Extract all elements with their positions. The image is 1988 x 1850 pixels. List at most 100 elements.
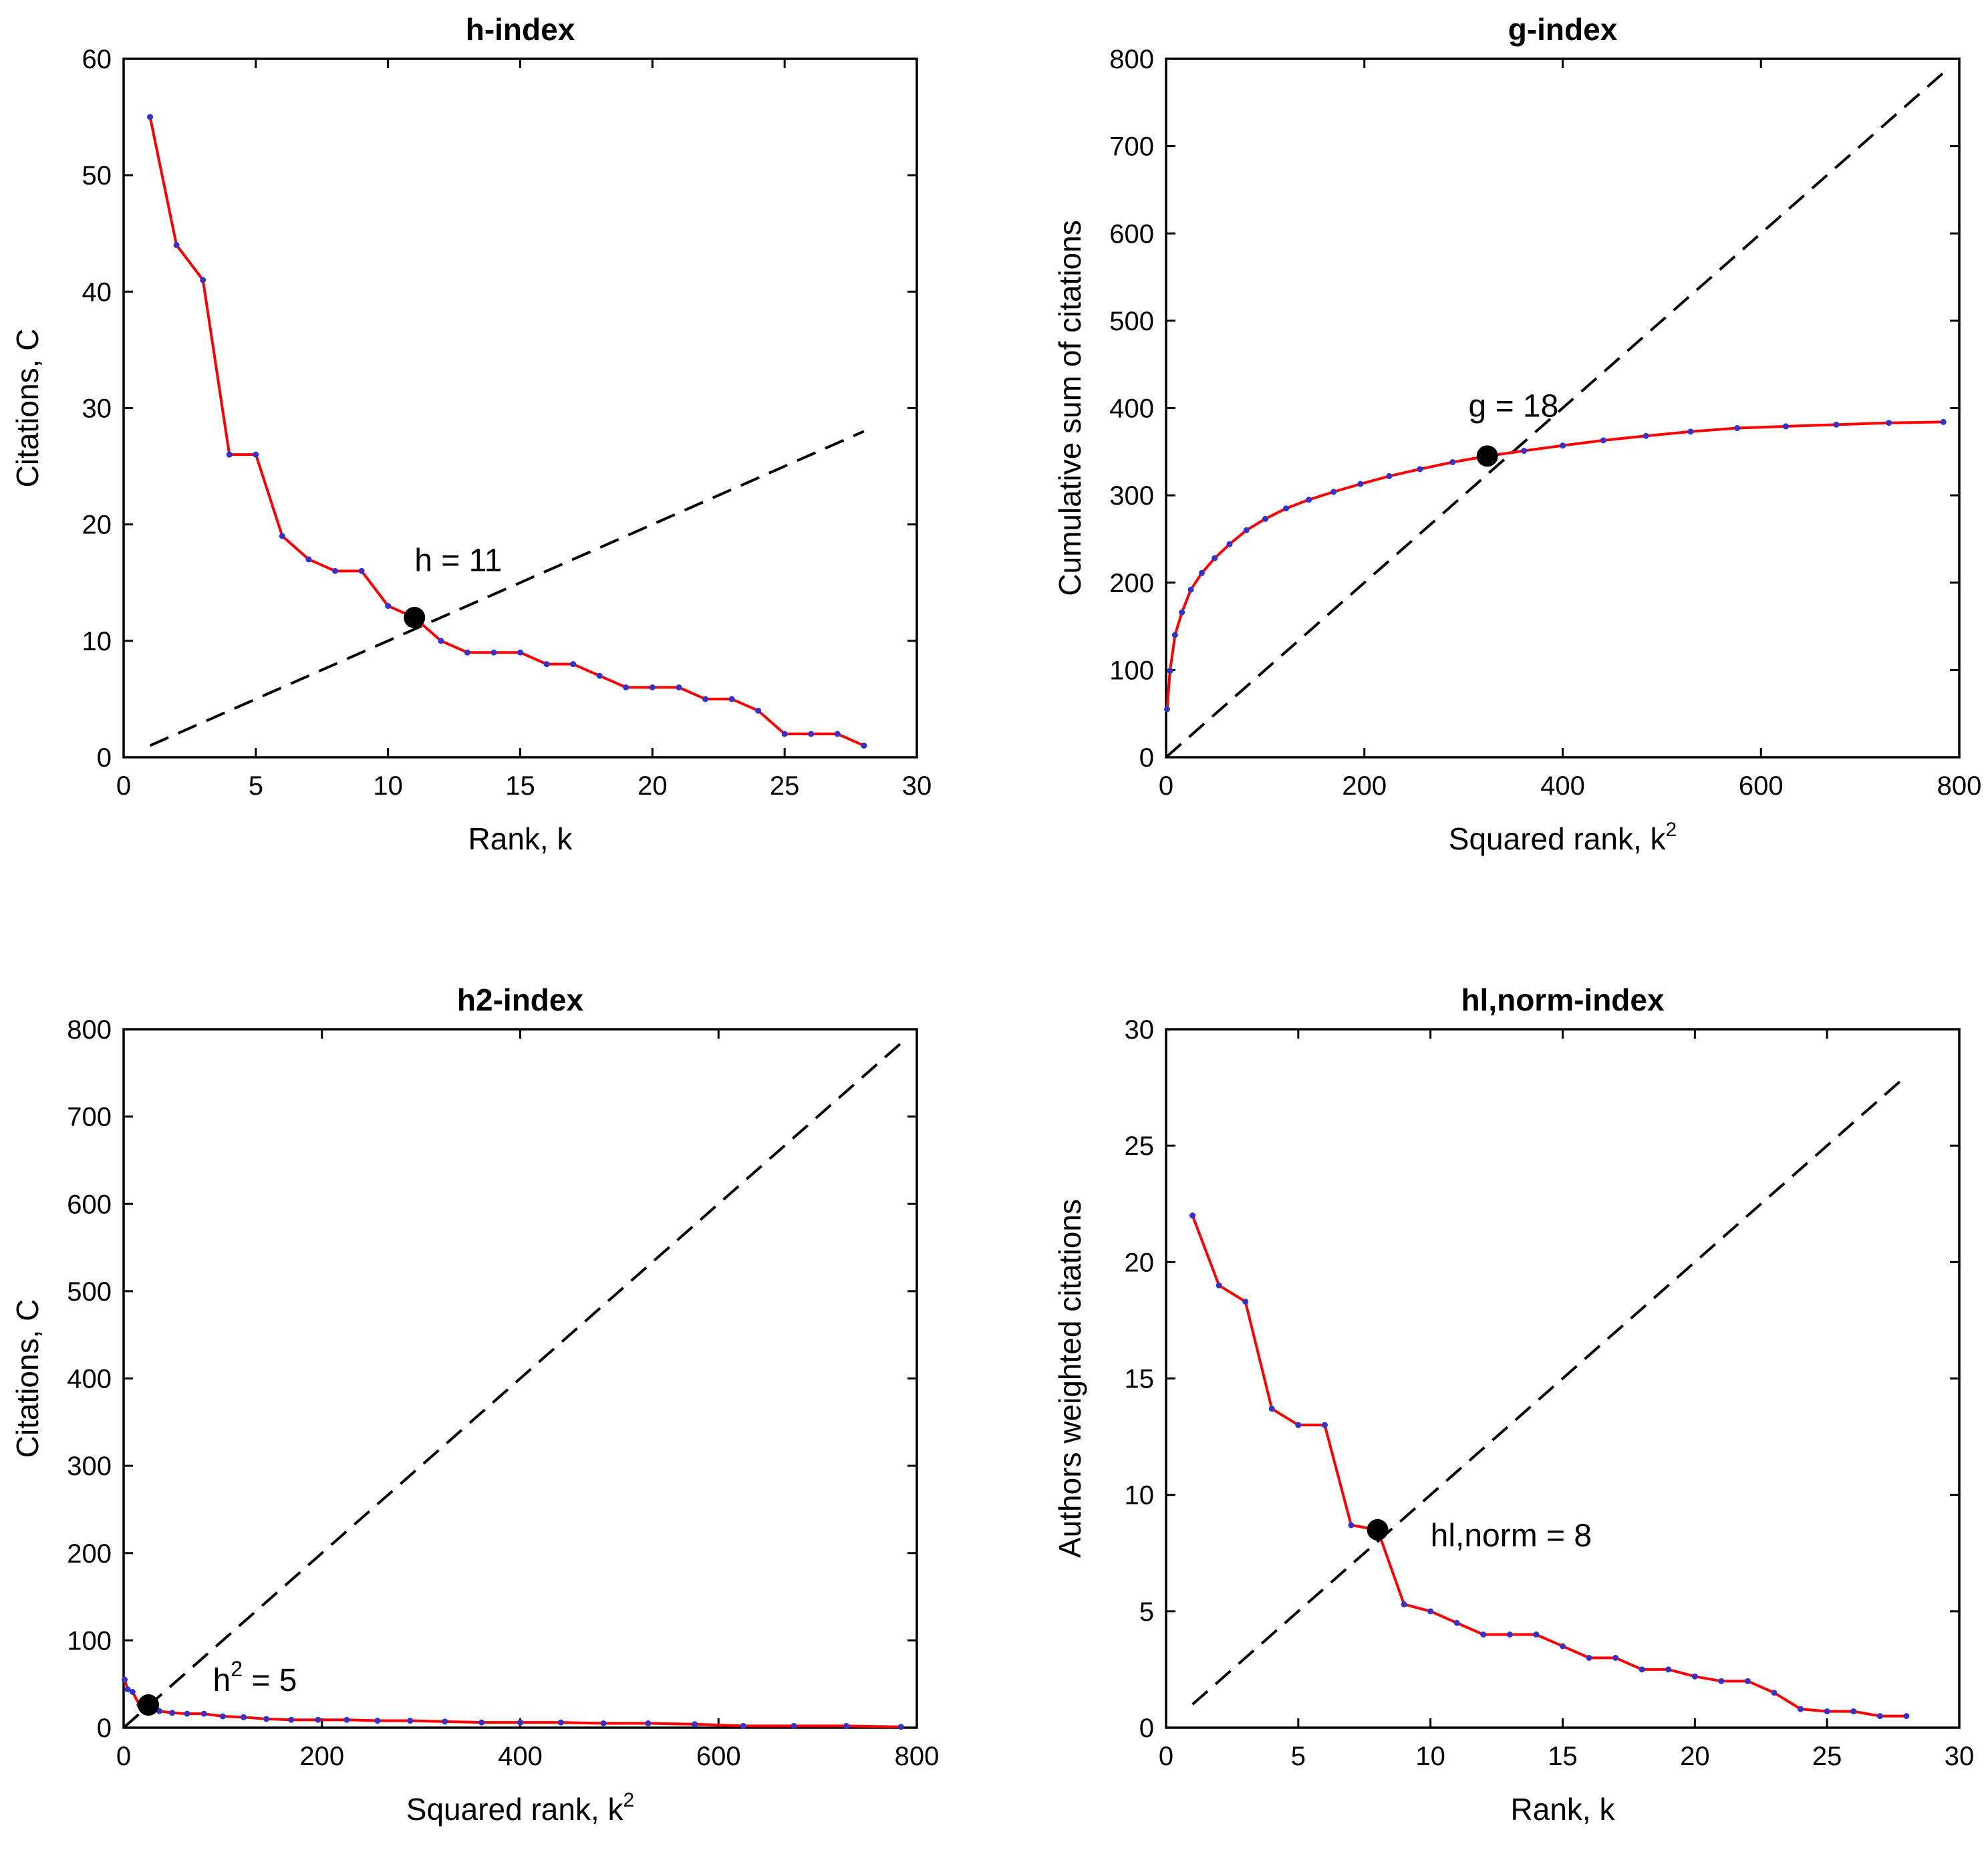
data-point xyxy=(600,1720,607,1726)
y-tick-label: 300 xyxy=(1109,481,1154,511)
x-axis-label-superscript: 2 xyxy=(1666,819,1677,841)
data-point xyxy=(1798,1706,1804,1712)
chart-title: g-index xyxy=(1508,12,1618,47)
data-point xyxy=(464,649,470,656)
y-tick-label: 600 xyxy=(1109,219,1154,249)
data-point xyxy=(1586,1655,1592,1661)
data-point xyxy=(1242,1299,1249,1305)
y-tick-label: 20 xyxy=(82,511,112,540)
annotation-superscript: 2 xyxy=(231,1657,243,1681)
x-tick-label: 800 xyxy=(1937,771,1982,801)
data-point xyxy=(1744,1678,1751,1684)
x-axis-label-text: Squared rank, k xyxy=(1449,821,1667,856)
chart-hl-norm-index: 0 5 10 15 20 25 30 0 5 10 15 20 25 30 hl,norm-index Ran… xyxy=(1052,982,1974,1827)
data-point xyxy=(1321,1422,1328,1428)
y-tick-label: 600 xyxy=(67,1190,112,1219)
y-tick-label: 500 xyxy=(1109,307,1154,336)
y-tick-label: 300 xyxy=(67,1452,112,1481)
data-point xyxy=(543,661,550,668)
data-point xyxy=(374,1718,381,1724)
data-point xyxy=(219,1713,226,1720)
data-point xyxy=(1348,1522,1355,1529)
data-point xyxy=(1449,458,1456,465)
y-tick-label: 200 xyxy=(67,1539,112,1569)
data-point xyxy=(173,242,180,249)
data-point xyxy=(1833,421,1840,428)
data-point xyxy=(1665,1666,1672,1673)
data-point xyxy=(649,684,656,690)
x-tick-label: 0 xyxy=(116,771,131,801)
x-tick-label: 600 xyxy=(1739,771,1784,801)
data-point xyxy=(200,277,206,283)
data-point xyxy=(1401,1601,1407,1607)
data-point xyxy=(1903,1713,1910,1720)
data-point xyxy=(1533,1631,1540,1638)
data-point xyxy=(623,684,629,690)
y-tick-label: 0 xyxy=(97,1714,112,1743)
y-tick-label: 20 xyxy=(1125,1248,1155,1277)
data-point xyxy=(781,731,788,737)
y-tick-label: 0 xyxy=(1139,1714,1154,1743)
chart-title: h-index xyxy=(466,12,575,47)
data-point xyxy=(1163,706,1170,712)
index-annotation: hl,norm = 8 xyxy=(1431,1518,1592,1553)
x-tick-label: 30 xyxy=(902,771,932,801)
data-line xyxy=(148,116,865,747)
y-tick-label: 400 xyxy=(1109,394,1154,424)
chart-h-index: 0 5 10 15 20 25 30 0 10 20 30 40 50 60 h-index Rank, k C… xyxy=(10,12,932,856)
data-point xyxy=(478,1719,485,1726)
x-tick-label: 600 xyxy=(696,1742,741,1771)
x-tick-label: 5 xyxy=(1291,1742,1306,1771)
data-point xyxy=(791,1722,797,1729)
y-tick-label: 50 xyxy=(82,161,112,190)
data-point xyxy=(1771,1690,1778,1696)
data-point xyxy=(1167,668,1173,674)
index-point xyxy=(138,1694,160,1716)
x-tick-label: 800 xyxy=(895,1742,940,1771)
data-point xyxy=(1718,1678,1725,1684)
y-tick-label: 15 xyxy=(1125,1365,1155,1394)
data-point xyxy=(645,1720,652,1726)
data-line xyxy=(1165,420,1944,710)
x-tick-label: 30 xyxy=(1945,1742,1975,1771)
x-tick-label: 10 xyxy=(1415,1742,1445,1771)
data-point xyxy=(305,556,312,563)
x-axis-label-text: Rank, k xyxy=(468,821,573,856)
data-point xyxy=(1940,418,1947,425)
data-point xyxy=(263,1716,270,1722)
data-point xyxy=(740,1722,746,1729)
data-point xyxy=(1417,466,1423,473)
annotation-text: h xyxy=(213,1663,231,1698)
x-tick-label: 15 xyxy=(1548,1742,1578,1771)
data-point xyxy=(315,1716,321,1723)
y-tick-label: 10 xyxy=(1125,1481,1155,1510)
data-point xyxy=(1612,1655,1619,1661)
data-point xyxy=(1295,1422,1302,1428)
data-point xyxy=(517,649,523,656)
x-tick-label: 10 xyxy=(373,771,403,801)
y-tick-label: 60 xyxy=(82,45,112,74)
data-point xyxy=(442,1718,448,1725)
x-axis-label-text: Rank, k xyxy=(1511,1792,1616,1827)
data-point xyxy=(332,567,339,574)
index-point xyxy=(1367,1518,1389,1541)
y-tick-label: 10 xyxy=(82,627,112,656)
data-point xyxy=(1268,1406,1275,1412)
annotation-suffix: = 5 xyxy=(243,1663,297,1698)
reference-line xyxy=(149,430,865,747)
x-tick-label: 5 xyxy=(249,771,263,801)
x-tick-label: 0 xyxy=(1159,771,1173,801)
data-point xyxy=(169,1710,176,1716)
y-tick-label: 700 xyxy=(1109,132,1154,162)
data-point xyxy=(358,567,365,574)
x-tick-label: 20 xyxy=(637,771,668,801)
data-point xyxy=(1850,1708,1857,1715)
y-axis-label: Citations, C xyxy=(10,1299,45,1458)
data-point xyxy=(1243,527,1250,533)
data-point xyxy=(1262,515,1268,522)
data-point xyxy=(1283,505,1290,512)
data-point xyxy=(1734,425,1741,432)
data-point xyxy=(407,1718,414,1724)
